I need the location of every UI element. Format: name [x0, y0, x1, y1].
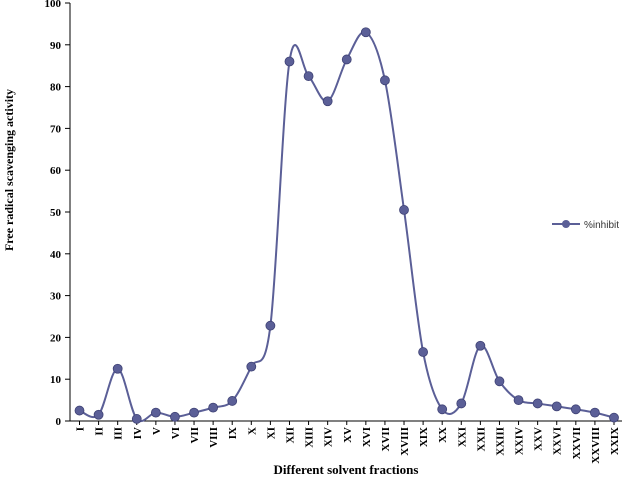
data-point: [150, 407, 161, 418]
data-point: [360, 27, 371, 38]
data-point: [475, 340, 486, 351]
y-tick-label: 90: [50, 40, 62, 52]
x-tick-label: XIII: [304, 427, 316, 448]
data-point: [265, 320, 276, 331]
data-point: [513, 395, 524, 406]
y-tick-label: 100: [45, 0, 62, 10]
x-tick-label: XVIII: [399, 427, 411, 456]
y-tick-label: 10: [50, 374, 62, 386]
x-tick-label: I: [75, 427, 87, 431]
x-tick-label: X: [246, 427, 258, 435]
y-tick-label: 50: [50, 207, 62, 219]
x-tick-label: III: [113, 427, 125, 440]
data-point: [208, 402, 219, 413]
data-point: [284, 56, 295, 67]
x-tick-label: IX: [227, 427, 239, 439]
y-tick-label: 70: [50, 123, 62, 135]
y-tick-label: 60: [50, 165, 62, 177]
x-tick-label: XVI: [361, 427, 373, 447]
x-tick-label: XXII: [475, 427, 487, 451]
x-tick-label: XXVI: [552, 427, 564, 455]
x-tick-label: XVII: [380, 427, 392, 451]
y-axis-label: Free radical scavenging activity: [2, 89, 16, 251]
data-point: [590, 407, 600, 418]
x-tick-label: II: [94, 427, 106, 436]
data-point: [170, 411, 180, 422]
data-point: [551, 401, 562, 412]
data-point: [131, 414, 142, 424]
x-tick-label: XI: [265, 427, 277, 439]
y-tick-label: 0: [56, 416, 62, 428]
x-tick-label: XXVII: [571, 427, 583, 459]
x-tick-label: XX: [437, 427, 449, 443]
data-point: [380, 75, 390, 86]
legend-label: %inhibit: [584, 220, 619, 231]
data-point: [418, 347, 429, 357]
x-tick-label: VI: [170, 427, 182, 439]
x-tick-label: XV: [342, 427, 354, 443]
series-line: [79, 30, 615, 423]
x-tick-label: XIV: [323, 427, 335, 447]
data-point: [494, 376, 505, 387]
legend-marker: [562, 220, 570, 228]
data-point: [341, 54, 352, 65]
x-axis-ticks: I II III IV V VI VII VIII IX X XI XII XIII XIV XV XVI XV…: [75, 421, 621, 464]
x-axis-label: Different solvent fractions: [274, 462, 419, 477]
y-axis-ticks: 0 10 20 30 40 50 60 70 80 90 100: [45, 0, 70, 428]
axes: [69, 3, 622, 422]
y-tick-label: 20: [50, 332, 62, 344]
y-tick-label: 30: [50, 291, 62, 303]
data-point: [570, 404, 581, 415]
x-tick-label: XXIX: [609, 427, 621, 455]
data-point: [227, 396, 238, 406]
x-tick-label: V: [151, 427, 163, 435]
data-point: [399, 205, 409, 215]
data-point: [437, 404, 448, 415]
x-tick-label: XXI: [456, 427, 468, 447]
x-tick-label: XIX: [418, 427, 430, 447]
data-point: [322, 96, 333, 107]
data-point: [246, 361, 257, 372]
data-point: [532, 398, 543, 409]
y-tick-label: 80: [50, 82, 62, 94]
data-point: [112, 363, 123, 374]
data-point: [303, 71, 314, 82]
x-tick-label: XXV: [533, 427, 545, 451]
data-point: [609, 412, 619, 423]
series-layer: [74, 27, 619, 424]
x-tick-label: VIII: [208, 427, 220, 448]
x-tick-label: XII: [284, 427, 296, 444]
y-tick-label: 40: [50, 249, 62, 261]
x-tick-label: XXIII: [494, 427, 506, 456]
data-point: [189, 407, 199, 418]
data-point: [456, 398, 467, 409]
x-tick-label: VII: [189, 427, 201, 444]
x-tick-label: IV: [132, 427, 144, 439]
data-point: [93, 409, 104, 420]
x-tick-label: XXVIII: [590, 427, 602, 464]
legend: %inhibit: [552, 220, 619, 231]
x-tick-label: XXIV: [514, 427, 526, 455]
data-point: [74, 405, 85, 416]
